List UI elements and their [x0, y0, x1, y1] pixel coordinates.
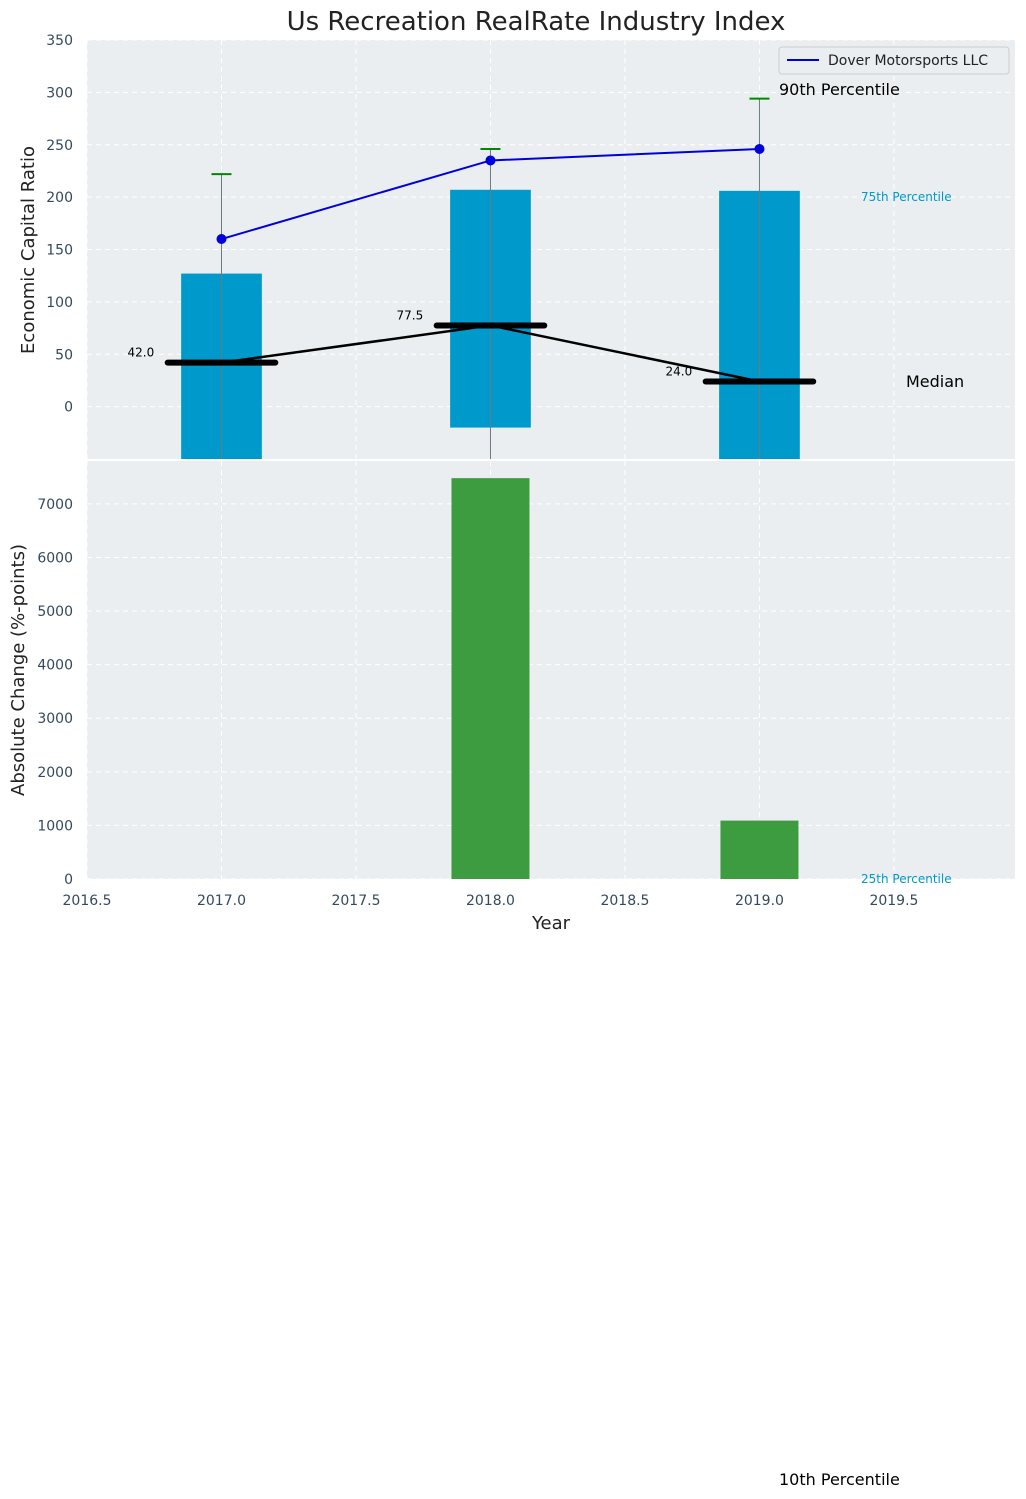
bottom-y-tick-label: 7000: [37, 497, 73, 513]
annotation-90th-percentile: 90th Percentile: [779, 80, 900, 99]
annotation-10th-percentile: 10th Percentile: [779, 1470, 900, 1489]
bottom-panel-grid: [86, 461, 1015, 880]
company-series-point: [754, 143, 765, 154]
company-series-point: [216, 234, 227, 245]
bottom-y-tick-label: 1000: [37, 818, 73, 834]
x-tick-label: 2017.0: [197, 893, 246, 909]
x-tick-label: 2018.5: [600, 893, 649, 909]
x-tick-label: 2016.5: [63, 893, 112, 909]
median-value-label: 77.5: [397, 308, 424, 322]
top-y-tick-label: 350: [46, 33, 73, 49]
legend: Dover Motorsports LLC: [778, 46, 1010, 75]
x-axis-ticks: 2016.5 2017.0 2017.5 2018.0 2018.5 2019.0 2019…: [63, 893, 919, 909]
top-y-tick-label: 100: [46, 295, 73, 311]
bottom-y-tick-label: 3000: [37, 711, 73, 727]
absolute-change-bar: [720, 820, 799, 879]
median-value-label: 42.0: [128, 346, 155, 360]
bottom-y-axis-label: Absolute Change (%-points): [8, 544, 29, 796]
top-y-tick-label: 200: [46, 190, 73, 206]
top-panel-marks: 42.0 77.5 24.0: [128, 97, 817, 459]
top-y-tick-label: 300: [46, 85, 73, 101]
x-tick-label: 2018.0: [466, 893, 515, 909]
company-series-point: [485, 155, 496, 166]
x-axis-label: Year: [531, 913, 571, 934]
top-y-tick-label: 150: [46, 243, 73, 259]
x-tick-label: 2019.5: [869, 893, 918, 909]
top-y-tick-label: 0: [64, 400, 73, 416]
bottom-y-tick-label: 2000: [37, 765, 73, 781]
bottom-y-tick-label: 4000: [37, 658, 73, 674]
bottom-panel-background: [87, 461, 1015, 879]
bottom-y-tick-label: 5000: [37, 604, 73, 620]
top-panel-y-ticks: 0 50 100 150 200 250 300 350: [46, 33, 73, 416]
bottom-panel-y-ticks: 0 1000 2000 3000 4000 5000 6000 7000: [37, 497, 73, 888]
annotation-median: Median: [906, 372, 964, 391]
annotation-75th-percentile: 75th Percentile: [861, 190, 952, 204]
legend-box: [778, 46, 1010, 75]
top-y-tick-label: 250: [46, 138, 73, 154]
top-y-axis-label: Economic Capital Ratio: [18, 146, 39, 354]
chart-title: Us Recreation RealRate Industry Index: [287, 7, 786, 37]
bottom-y-tick-label: 0: [64, 872, 73, 888]
x-tick-label: 2017.5: [331, 893, 380, 909]
bottom-y-tick-label: 6000: [37, 550, 73, 566]
bottom-panel-marks: [451, 478, 799, 879]
top-y-tick-label: 50: [55, 347, 73, 363]
annotation-25th-percentile: 25th Percentile: [861, 872, 952, 886]
absolute-change-bar: [451, 478, 530, 879]
legend-entry-company: Dover Motorsports LLC: [828, 53, 988, 69]
x-tick-label: 2019.0: [735, 893, 784, 909]
median-value-label: 24.0: [665, 364, 692, 378]
